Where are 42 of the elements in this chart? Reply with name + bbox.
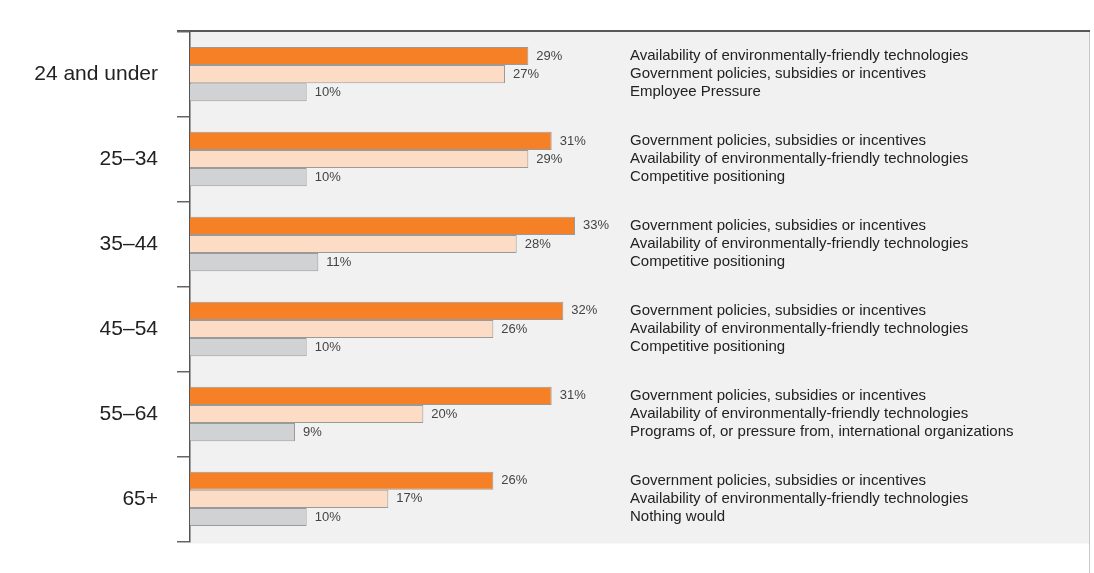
data-label: 28%: [524, 235, 552, 251]
data-label: 31%: [559, 387, 587, 403]
text: Availability of environmentally-friendly technologies: [630, 46, 969, 64]
data-label: 10%: [314, 338, 342, 354]
data-label: 32%: [571, 302, 598, 318]
data-label: 27%: [513, 65, 540, 81]
data-label: 26%: [501, 472, 528, 488]
text: Government policies, subsidies or incentives: [630, 64, 926, 82]
text: Availability of environmentally-friendly technologies: [630, 149, 969, 167]
data-label: 10%: [314, 168, 342, 184]
data-label: 29%: [536, 150, 563, 166]
data-label: 31%: [559, 132, 587, 148]
y-tick-label: 25–34: [99, 145, 159, 169]
text: Government policies, subsidies or incentives: [630, 216, 926, 234]
text: Government policies, subsidies or incentives: [630, 470, 926, 488]
text: Competitive positioning: [630, 252, 786, 270]
y-tick-label: 55–64: [99, 400, 159, 424]
data-label: 10%: [314, 83, 342, 99]
data-label: 10%: [314, 508, 342, 524]
text: Government policies, subsidies or incentives: [630, 385, 926, 403]
text: Competitive positioning: [630, 337, 786, 355]
text: Availability of environmentally-friendly technologies: [630, 404, 969, 422]
text: Nothing would: [630, 507, 726, 525]
text: Competitive positioning: [630, 167, 786, 185]
data-label: 17%: [396, 490, 423, 506]
data-label: 20%: [431, 405, 458, 421]
y-tick-label: 65+: [122, 485, 158, 509]
data-label: 11%: [326, 253, 352, 269]
data-label: 33%: [583, 217, 610, 233]
data-label: 29%: [536, 47, 563, 63]
text: Availability of environmentally-friendly technologies: [630, 489, 969, 507]
text: Employee Pressure: [630, 82, 761, 100]
data-label: 26%: [501, 320, 528, 336]
text: Government policies, subsidies or incentives: [630, 301, 926, 318]
text: Availability of environmentally-friendly technologies: [630, 234, 969, 252]
text: Government policies, subsidies or incentives: [630, 131, 926, 149]
text: Availability of environmentally-friendly technologies: [630, 319, 969, 337]
y-tick-label: 45–54: [99, 315, 159, 339]
data-label: 9%: [303, 423, 323, 439]
y-tick-label: 35–44: [99, 230, 159, 254]
text: Programs of, or pressure from, international organizations: [630, 422, 1014, 440]
y-tick-label: 24 and under: [34, 60, 158, 84]
